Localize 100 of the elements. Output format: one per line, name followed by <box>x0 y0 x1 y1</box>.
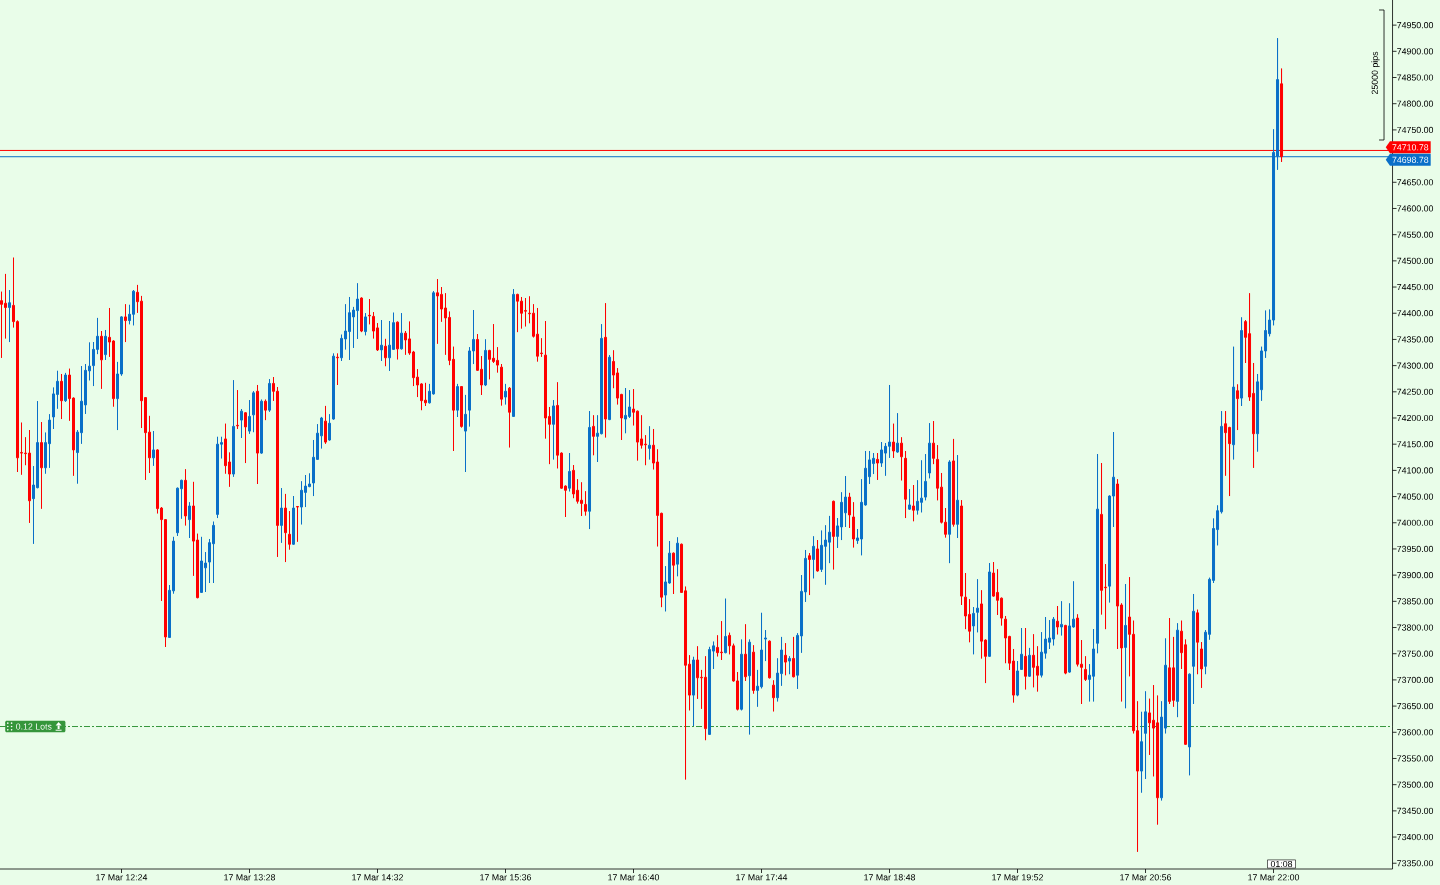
candlestick <box>648 425 652 460</box>
x-tick-label: 17 Mar 14:32 <box>352 874 403 881</box>
candlestick <box>976 578 980 633</box>
candlestick <box>624 387 628 434</box>
candlestick <box>380 319 384 362</box>
y-tick-label: 74900.00 <box>1397 48 1434 55</box>
candlestick <box>568 452 572 492</box>
candlestick <box>912 484 916 522</box>
y-tick-label: 74950.00 <box>1397 22 1434 29</box>
x-tick-label: 17 Mar 16:40 <box>608 874 660 881</box>
candlestick <box>508 386 512 448</box>
candlestick <box>852 501 856 548</box>
y-tick-label: 74400.00 <box>1397 310 1434 317</box>
candlestick <box>8 289 11 343</box>
candlestick <box>676 536 680 577</box>
candlestick <box>296 505 300 543</box>
candlestick <box>1168 617 1172 705</box>
candlestick <box>328 413 332 442</box>
y-tick-label: 73350.00 <box>1397 860 1434 867</box>
candlestick <box>1236 383 1240 431</box>
candlestick <box>256 384 260 485</box>
candlestick <box>588 410 592 530</box>
candlestick <box>988 562 992 658</box>
candlestick <box>792 636 796 678</box>
candlestick <box>324 405 328 445</box>
candlestick <box>124 303 127 343</box>
y-tick-label: 73700.00 <box>1397 676 1434 684</box>
candlestick <box>876 452 880 481</box>
candlestick <box>1096 453 1100 654</box>
candlestick <box>892 423 896 459</box>
candlestick <box>608 354 612 421</box>
candlestick <box>592 414 596 456</box>
candlestick <box>200 536 203 594</box>
x-tick-label: 17 Mar 20:56 <box>1120 874 1172 881</box>
candlestick <box>832 500 836 570</box>
candlestick <box>708 646 712 736</box>
candlestick <box>788 655 792 675</box>
candlestick <box>1124 583 1128 709</box>
candlestick <box>60 373 63 420</box>
candlestick <box>1196 609 1200 675</box>
candlestick <box>704 655 708 741</box>
candlestick <box>932 420 936 465</box>
x-tick-label: 17 Mar 13:28 <box>224 874 276 881</box>
candlestick <box>552 399 556 460</box>
candlestick <box>748 639 752 735</box>
ref-line-label: 0.12 Lots <box>16 723 52 730</box>
candlestick <box>1140 711 1144 794</box>
candlestick <box>364 312 368 336</box>
candlestick <box>904 450 908 519</box>
y-tick-label: 74800.00 <box>1397 100 1434 107</box>
y-tick-label: 74300.00 <box>1397 362 1434 369</box>
y-tick-label: 74500.00 <box>1397 257 1434 264</box>
candlestick <box>456 383 460 418</box>
y-tick-label: 74350.00 <box>1397 336 1434 343</box>
candlestick <box>464 394 468 473</box>
candlestick <box>40 421 43 510</box>
candlestick <box>252 390 256 433</box>
candlestick <box>152 430 155 467</box>
candlestick <box>848 492 852 529</box>
y-tick-label: 74450.00 <box>1397 283 1434 291</box>
candlestick <box>1232 346 1236 460</box>
candlestick <box>740 639 744 711</box>
candlestick <box>816 539 820 572</box>
candlestick <box>184 468 187 526</box>
y-tick-label: 73600.00 <box>1397 729 1434 736</box>
candlestick <box>1144 690 1148 780</box>
y-tick-label: 74250.00 <box>1397 388 1434 395</box>
candlestick <box>1056 605 1060 635</box>
candlestick <box>1188 673 1192 776</box>
y-tick-label: 74150.00 <box>1397 441 1434 448</box>
candlestick <box>896 412 900 454</box>
candlestick <box>1060 600 1064 636</box>
candlestick <box>536 307 540 362</box>
candlestick <box>604 302 608 438</box>
candlestick <box>672 552 676 595</box>
candlestick <box>64 372 67 403</box>
candlestick <box>1084 655 1088 682</box>
candlestick <box>512 288 516 418</box>
candlestick <box>584 490 588 516</box>
candlestick <box>132 289 135 326</box>
candlestick <box>720 620 724 661</box>
candlestick <box>104 329 107 361</box>
candlestick <box>264 399 268 421</box>
y-tick-label: 73950.00 <box>1397 545 1434 553</box>
y-tick-label: 74550.00 <box>1397 231 1434 238</box>
candlestick <box>360 297 364 333</box>
y-tick-label: 74850.00 <box>1397 74 1434 81</box>
candlestick <box>500 363 504 406</box>
y-tick-label: 74600.00 <box>1397 205 1434 212</box>
candlestick <box>692 656 696 727</box>
candlestick <box>724 598 728 654</box>
candlestick <box>1024 627 1028 690</box>
candlestick <box>1028 647 1032 678</box>
candlestick <box>484 338 488 387</box>
candlestick <box>948 459 952 564</box>
candlestick <box>396 321 400 360</box>
candlestick <box>812 535 816 579</box>
candlestick <box>772 679 776 712</box>
candlestick <box>580 481 584 517</box>
candlestick <box>1020 627 1024 671</box>
